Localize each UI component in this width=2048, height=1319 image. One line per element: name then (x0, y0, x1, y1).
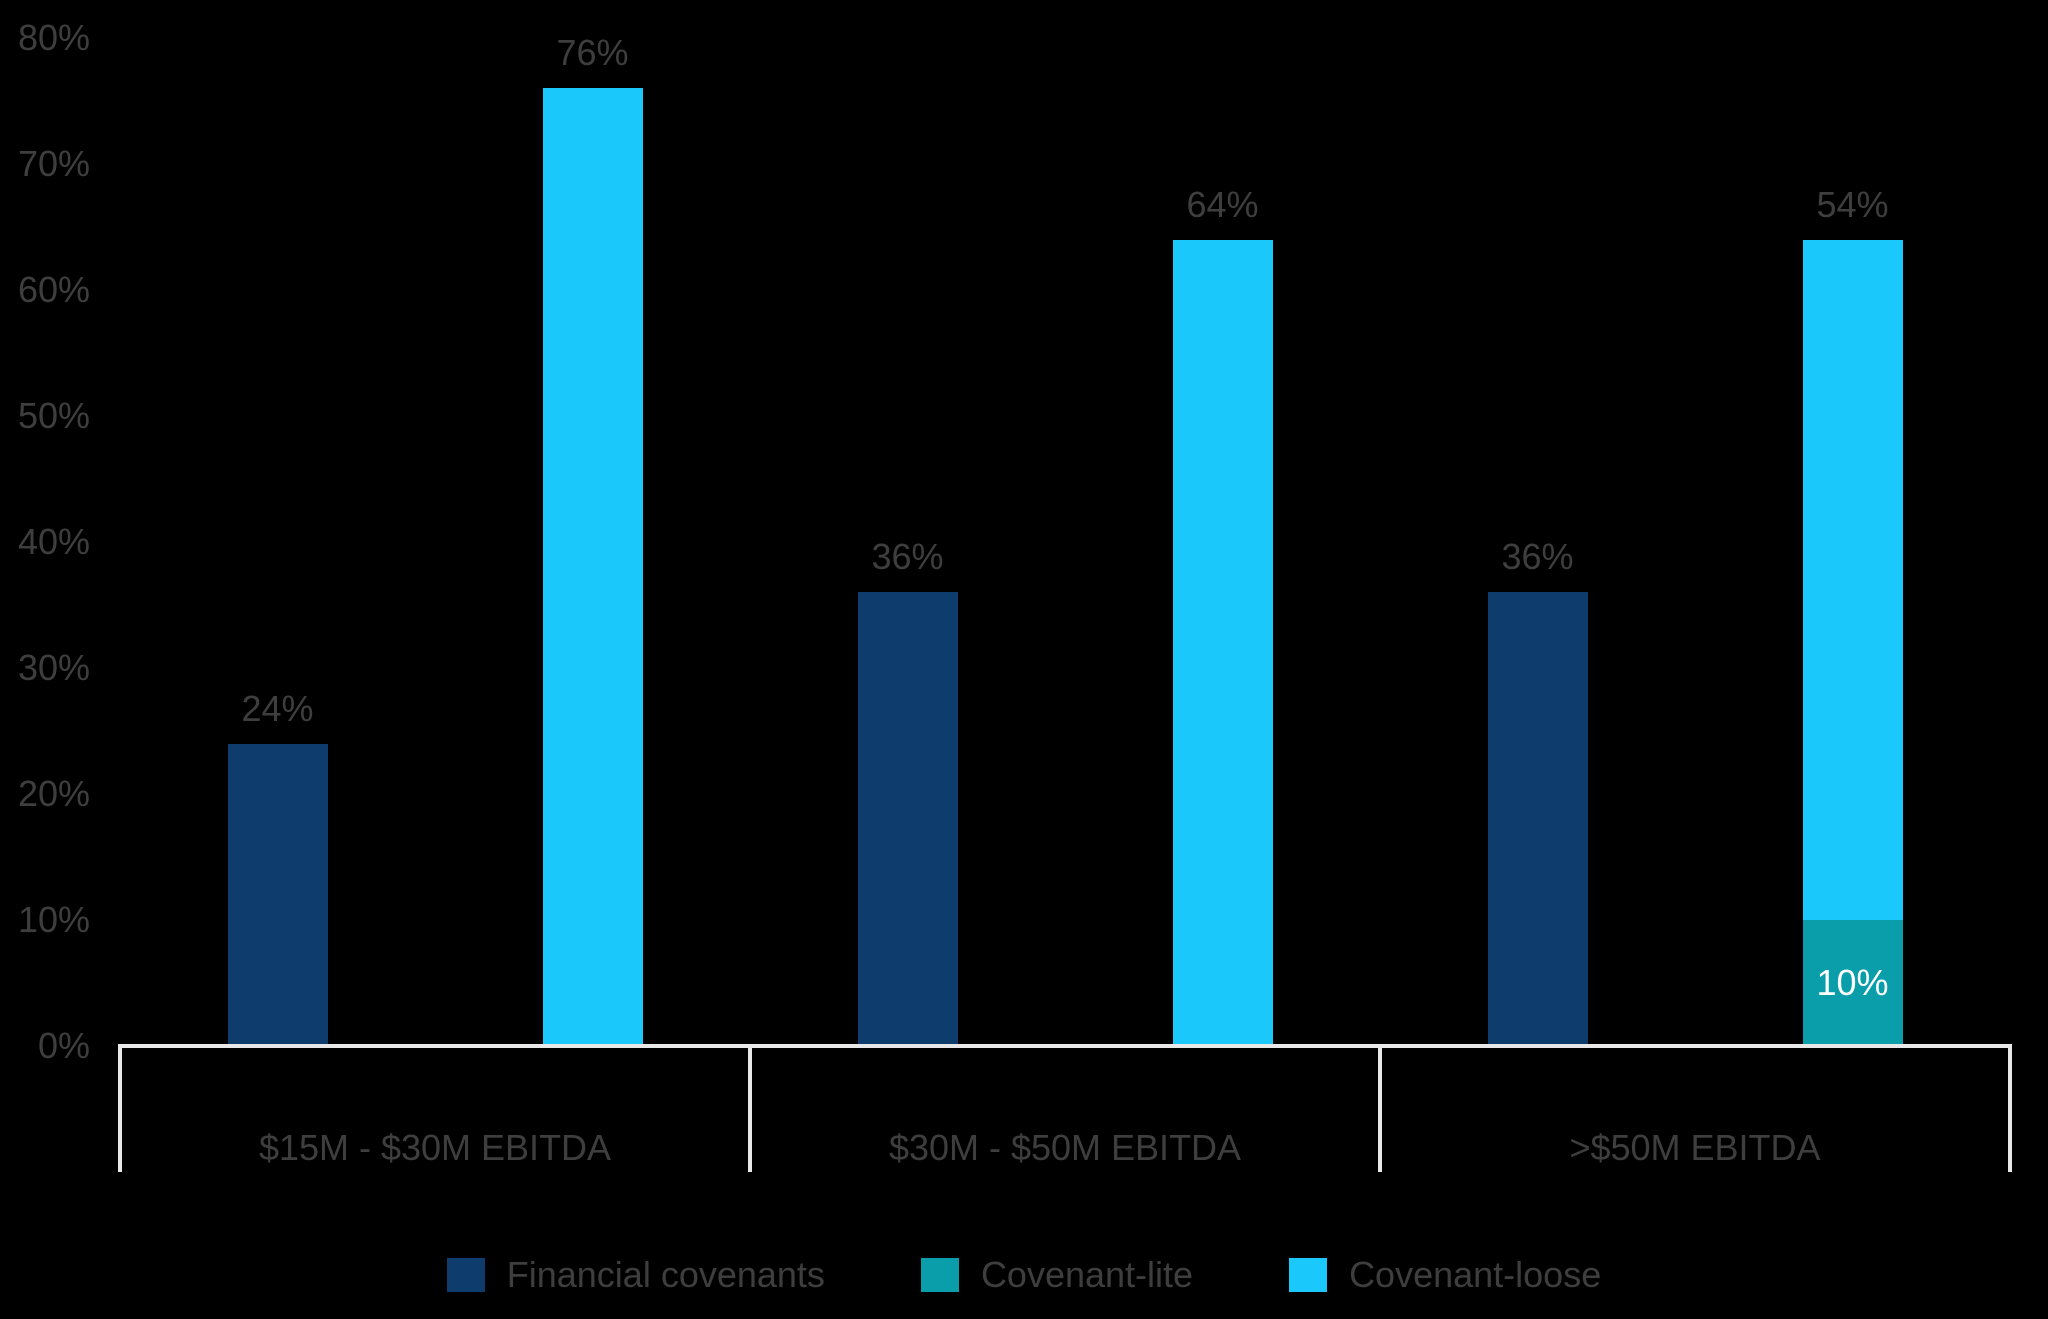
y-tick-label-50: 50% (17, 395, 90, 436)
legend-swatch-icon (446, 1258, 485, 1292)
legend-label: Financial covenants (506, 1254, 825, 1295)
value-label-covenant-loose-1: 64% (1186, 183, 1259, 225)
legend-item-covenant-loose: Covenant-loose (1289, 1253, 1601, 1297)
legend-label: Covenant-loose (1349, 1254, 1602, 1295)
bar-covenant-loose-0 (542, 88, 643, 1046)
legend: Financial covenants Covenant-lite Covenant… (0, 1253, 2048, 1297)
category-label-0: $15M - $30M EBITDA (258, 1127, 612, 1168)
value-label-financial-covenants-1: 36% (871, 536, 944, 578)
legend-label: Covenant-lite (980, 1254, 1194, 1295)
y-tick-label-70: 70% (17, 143, 90, 184)
legend-swatch-icon (920, 1258, 959, 1292)
bar-covenant-loose-2 (1802, 239, 1903, 920)
category-label-2: >$50M EBITDA (1569, 1127, 1821, 1168)
bar-financial-covenants-1 (857, 592, 958, 1046)
category-label-1: $30M - $50M EBITDA (888, 1127, 1242, 1168)
inside-label-covenant-lite-2: 10% (1816, 962, 1889, 1003)
y-tick-label-80: 80% (17, 17, 90, 58)
category-divider-line-1 (748, 1044, 752, 1172)
value-label-financial-covenants-2: 36% (1501, 536, 1574, 578)
bar-covenant-loose-1 (1172, 239, 1273, 1046)
value-label-financial-covenants-0: 24% (241, 687, 314, 729)
bar-covenant-lite-2 (1802, 920, 1903, 1046)
value-label-covenant-loose-0: 76% (556, 32, 629, 74)
bar-financial-covenants-2 (1487, 592, 1588, 1046)
category-divider-line-2 (1378, 1044, 1382, 1172)
y-tick-label-40: 40% (17, 521, 90, 562)
legend-item-covenant-lite: Covenant-lite (920, 1253, 1194, 1297)
y-tick-label-20: 20% (17, 773, 90, 814)
legend-item-financial-covenants: Financial covenants (446, 1253, 825, 1297)
category-divider-line-0 (118, 1044, 122, 1172)
legend-swatch-icon (1289, 1258, 1328, 1292)
category-divider-line-3 (2008, 1044, 2012, 1172)
x-axis-baseline (120, 1044, 2010, 1048)
y-tick-label-0: 0% (37, 1025, 90, 1066)
y-tick-label-60: 60% (17, 269, 90, 310)
value-label-covenant-loose-2: 54% (1816, 183, 1889, 225)
bar-financial-covenants-0 (227, 743, 328, 1046)
y-tick-label-30: 30% (17, 647, 90, 688)
y-tick-label-10: 10% (17, 899, 90, 940)
